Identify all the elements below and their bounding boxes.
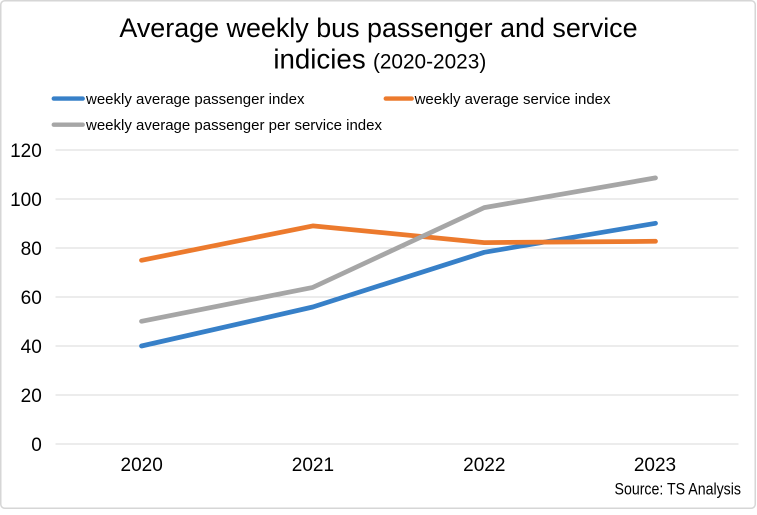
svg-text:2023: 2023 — [634, 455, 676, 476]
svg-text:2022: 2022 — [463, 455, 505, 476]
svg-text:80: 80 — [21, 239, 42, 260]
svg-text:0: 0 — [31, 435, 42, 456]
svg-text:weekly average passenger per s: weekly average passenger per service ind… — [85, 117, 382, 134]
svg-text:weekly average passenger index: weekly average passenger index — [85, 91, 305, 108]
svg-text:(2020-2023): (2020-2023) — [373, 50, 486, 73]
svg-text:2021: 2021 — [292, 455, 334, 476]
svg-text:100: 100 — [10, 190, 42, 211]
svg-text:weekly average service index: weekly average service index — [414, 91, 611, 108]
svg-text:20: 20 — [21, 386, 42, 407]
svg-text:Average weekly bus passenger a: Average weekly bus passenger and service — [119, 13, 637, 43]
svg-text:40: 40 — [21, 337, 42, 358]
svg-text:120: 120 — [10, 141, 42, 162]
svg-text:Source: TS Analysis: Source: TS Analysis — [615, 480, 742, 499]
svg-text:indicies: indicies — [273, 43, 365, 74]
svg-text:2020: 2020 — [121, 455, 163, 476]
svg-text:60: 60 — [21, 288, 42, 309]
